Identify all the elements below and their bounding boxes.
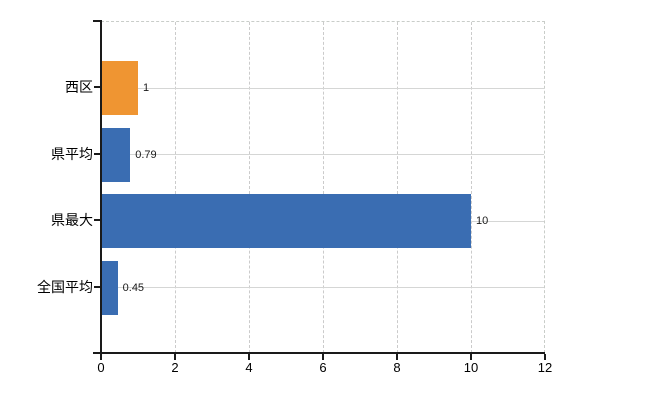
y-axis-tick <box>94 219 101 222</box>
gridline-vertical <box>174 22 176 353</box>
y-axis-tick <box>94 152 101 155</box>
gridline-vertical <box>470 22 472 353</box>
gridline-vertical <box>248 22 250 353</box>
x-axis-tick <box>174 354 176 360</box>
bar <box>101 194 471 249</box>
x-axis-tick <box>544 354 546 360</box>
category-label: 県最大 <box>51 212 93 229</box>
gridline-vertical <box>322 22 324 353</box>
x-axis-line <box>93 352 545 354</box>
y-axis-top-tick <box>93 20 102 22</box>
gridline-horizontal <box>101 154 544 156</box>
category-label: 西区 <box>65 79 93 96</box>
bar-value-label: 1 <box>143 82 150 95</box>
gridline-vertical <box>396 22 398 353</box>
x-axis-tick-label: 8 <box>393 360 401 375</box>
x-axis-tick <box>100 354 102 360</box>
x-axis-tick <box>396 354 398 360</box>
x-axis-tick-label: 2 <box>171 360 179 375</box>
bar <box>101 127 131 182</box>
x-axis-tick-label: 10 <box>463 360 479 375</box>
bar <box>101 61 138 116</box>
y-axis-tick <box>94 285 101 288</box>
x-axis-tick <box>322 354 324 360</box>
x-axis-tick-label: 6 <box>319 360 327 375</box>
bar-value-label: 10 <box>476 215 489 228</box>
bar-value-label: 0.79 <box>135 148 157 161</box>
x-axis-tick-label: 12 <box>537 360 553 375</box>
gridline-horizontal <box>101 287 544 289</box>
gridline-horizontal <box>101 87 544 89</box>
y-axis-tick <box>94 86 101 89</box>
category-label: 県平均 <box>51 145 93 162</box>
x-axis-tick-label: 4 <box>245 360 253 375</box>
x-axis-tick <box>470 354 472 360</box>
x-axis-tick-label: 0 <box>97 360 105 375</box>
category-label: 全国平均 <box>37 278 93 295</box>
bar <box>101 260 118 315</box>
plot-area: 1 0.79 10 0.45 <box>101 21 545 353</box>
bar-value-label: 0.45 <box>122 281 145 294</box>
y-axis-line <box>100 21 102 353</box>
x-axis-tick <box>248 354 250 360</box>
